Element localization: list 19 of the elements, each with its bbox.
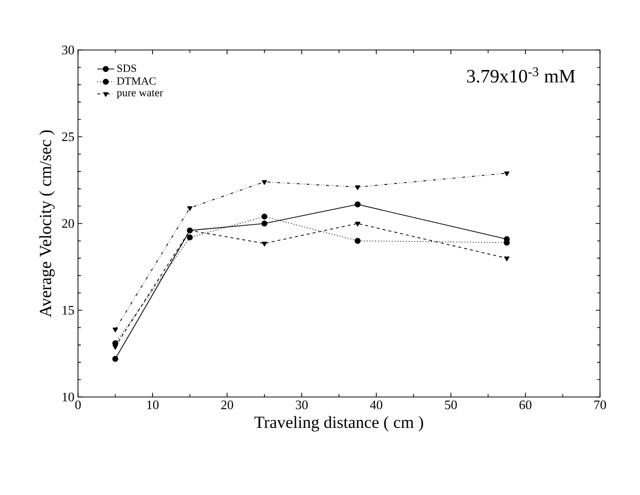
x-tick-label: 10 <box>147 400 159 410</box>
legend-label: SDS <box>117 64 136 72</box>
x-tick-label: 0 <box>75 400 81 410</box>
legend-label: pure water <box>116 90 164 99</box>
x-tick-label: 20 <box>221 400 234 410</box>
y-tick-label: 20 <box>62 219 74 228</box>
legend-label: DTMAC <box>116 77 156 85</box>
x-axis-title: Traveling distance ( cm ) <box>254 416 424 432</box>
x-tick-label: 60 <box>520 400 532 410</box>
y-tick-label: 15 <box>62 306 74 315</box>
y-tick-label: 25 <box>62 132 74 142</box>
annotation: 3.79x10$^{-3}$ mM <box>467 67 576 83</box>
y-tick-label: 30 <box>62 46 74 54</box>
y-axis-title: Average Velocity ( cm/sec ) <box>39 130 55 318</box>
x-tick-label: 50 <box>445 400 457 410</box>
x-tick-label: 70 <box>594 400 606 410</box>
x-tick-label: 40 <box>370 400 382 410</box>
y-tick-label: 10 <box>62 392 74 402</box>
x-tick-label: 30 <box>296 400 308 410</box>
